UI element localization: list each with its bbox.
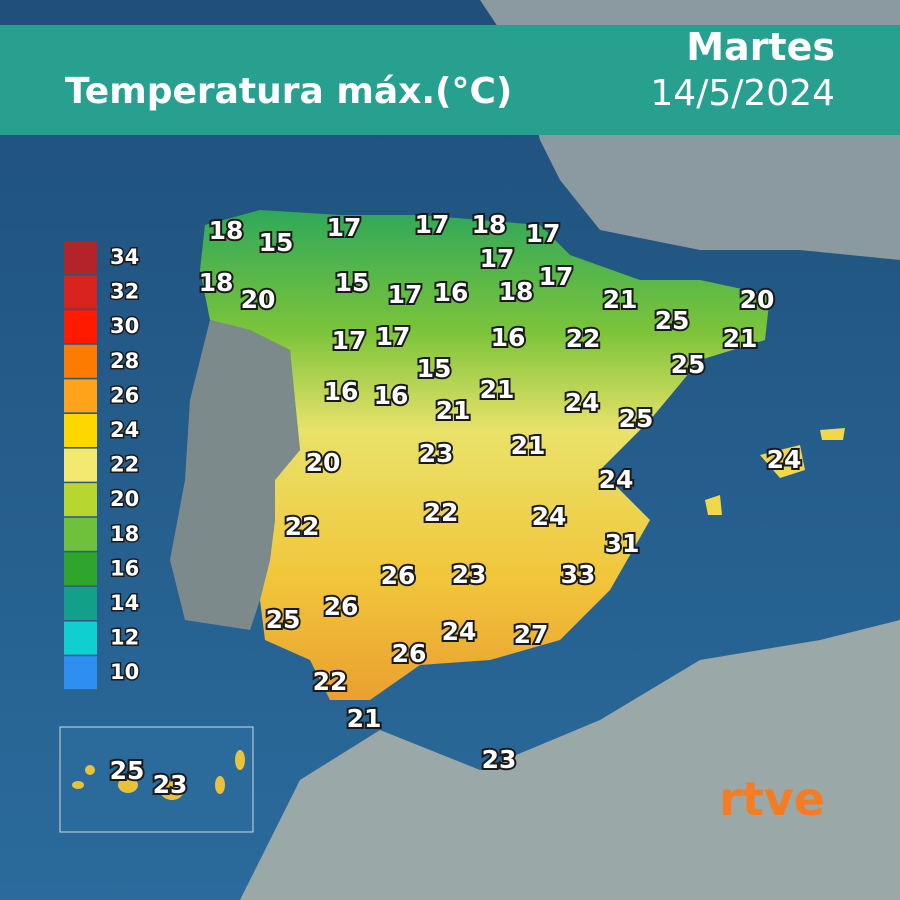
legend-label: 34 — [110, 245, 139, 269]
legend-label: 28 — [110, 349, 139, 373]
title: Temperatura máx.(°C) — [65, 71, 512, 112]
temperature-label: 26 — [324, 592, 359, 621]
temperature-label: 25 — [655, 306, 690, 335]
temperature-label: 24 — [767, 445, 802, 474]
legend-label: 26 — [110, 383, 139, 407]
date: 14/5/2024 — [650, 73, 835, 114]
legend-swatch — [64, 587, 97, 620]
temperature-label: 16 — [491, 323, 526, 352]
legend-swatch — [64, 448, 97, 482]
temperature-label: 33 — [561, 560, 596, 589]
legend-swatch — [64, 483, 97, 517]
temperature-label: 31 — [605, 529, 640, 558]
temperature-label: 25 — [619, 404, 654, 433]
temperature-label: 23 — [452, 560, 487, 589]
legend-swatch — [64, 344, 97, 378]
temperature-label: 17 — [526, 219, 561, 248]
temperature-label: 17 — [376, 322, 411, 351]
temperature-label: 24 — [599, 465, 634, 494]
temperature-label: 15 — [335, 268, 370, 297]
legend-label: 18 — [110, 522, 139, 546]
temperature-label: 18 — [499, 277, 534, 306]
logo: rtve — [719, 772, 825, 826]
temperature-label: 17 — [388, 280, 423, 309]
temperature-label: 16 — [374, 381, 409, 410]
temperature-label: 20 — [740, 285, 775, 314]
temperature-label: 17 — [480, 244, 515, 273]
temperature-label: 18 — [472, 210, 507, 239]
temperature-label: 22 — [424, 498, 459, 527]
mallorca — [760, 445, 805, 478]
temperature-label: 24 — [565, 388, 600, 417]
temperature-label: 26 — [381, 561, 416, 590]
temperature-label: 23 — [482, 745, 517, 774]
legend-swatch — [64, 552, 97, 586]
temperature-label: 25 — [266, 605, 301, 634]
temperature-label: 16 — [434, 278, 469, 307]
legend-swatch — [64, 414, 97, 447]
temperature-label: 21 — [436, 396, 471, 425]
temperature-label: 17 — [332, 326, 367, 355]
legend-swatch — [64, 517, 97, 551]
temperature-label: 21 — [511, 431, 546, 460]
temperature-label: 16 — [324, 377, 359, 406]
legend-label: 24 — [110, 418, 139, 442]
menorca — [820, 428, 845, 440]
temperature-label: 21 — [603, 285, 638, 314]
legend-swatch — [64, 656, 97, 690]
temperature-label: 20 — [241, 285, 276, 314]
legend: 34 32 30 28 26 24 22 20 18 16 14 12 10 — [64, 241, 141, 690]
legend-label: 30 — [110, 314, 139, 338]
spain-land — [200, 210, 770, 700]
legend-label: 12 — [110, 626, 139, 650]
temperature-label: 22 — [285, 512, 320, 541]
legend-swatch — [64, 621, 97, 655]
temperature-label: 17 — [415, 210, 450, 239]
legend-label: 16 — [110, 556, 139, 580]
header-band — [0, 25, 900, 135]
temperature-label: 15 — [259, 228, 294, 257]
temperature-label: 27 — [514, 620, 549, 649]
day: Martes — [686, 25, 835, 69]
legend-label: 22 — [110, 453, 139, 477]
temperature-label: 15 — [417, 354, 452, 383]
legend-label: 10 — [110, 660, 139, 684]
portugal-land — [170, 320, 300, 630]
ibiza — [705, 495, 722, 515]
temperature-label: 25 — [671, 350, 706, 379]
temperature-label: 18 — [199, 268, 234, 297]
legend-label: 32 — [110, 280, 139, 304]
temperature-label: 17 — [539, 262, 574, 291]
temperature-label: 21 — [347, 704, 382, 733]
temperature-label: 20 — [306, 448, 341, 477]
legend-swatch — [64, 379, 97, 413]
legend-label: 14 — [110, 591, 139, 615]
legend-swatch — [64, 241, 97, 274]
temperature-label: 21 — [480, 375, 515, 404]
legend-label: 20 — [110, 487, 139, 511]
temperature-label: 21 — [723, 324, 758, 353]
temperature-label: 24 — [532, 502, 567, 531]
canary-islands — [72, 750, 245, 800]
legend-swatch — [64, 310, 97, 344]
canary-temperature-label: 23 — [153, 770, 188, 799]
temperature-label: 22 — [566, 324, 601, 353]
legend-swatch — [64, 275, 97, 309]
temperature-label: 22 — [313, 667, 348, 696]
temperature-label: 17 — [327, 213, 362, 242]
temperature-label: 26 — [392, 639, 427, 668]
canary-temperature-label: 25 — [110, 756, 145, 785]
temperature-label: 23 — [419, 439, 454, 468]
temperature-label: 24 — [442, 617, 477, 646]
temperature-label: 18 — [209, 216, 244, 245]
africa-land — [240, 620, 900, 900]
